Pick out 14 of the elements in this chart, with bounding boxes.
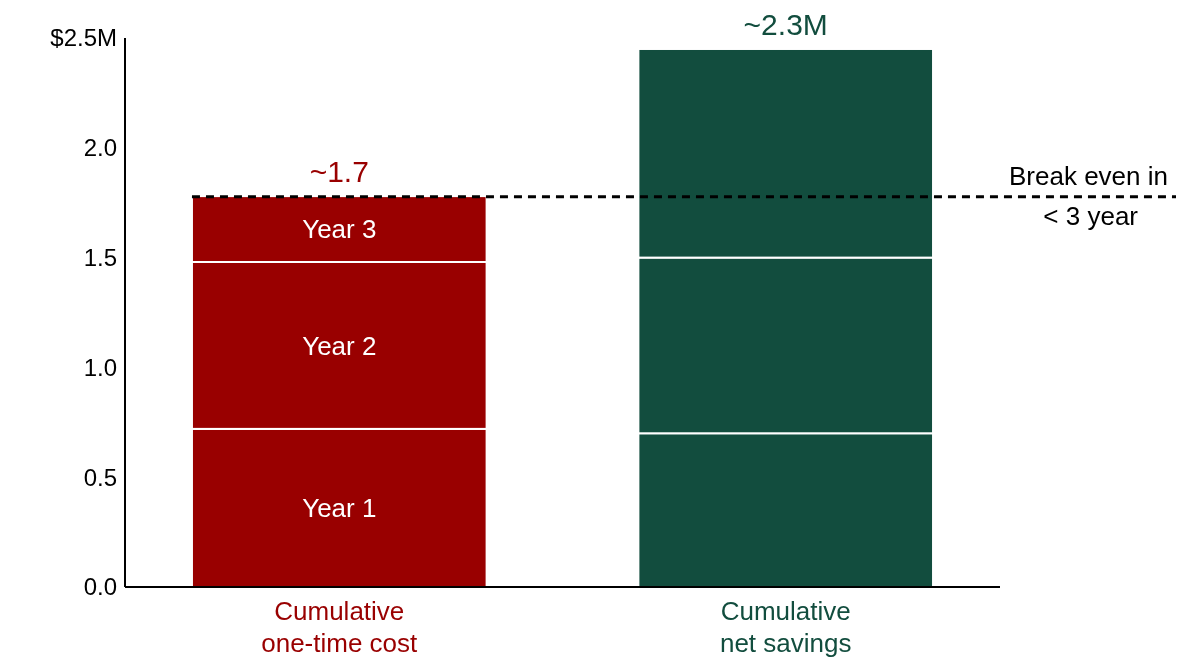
series-label: Year 3 xyxy=(302,214,377,245)
y-tick-label: 0.0 xyxy=(83,573,117,601)
series-label: Year 2 xyxy=(302,330,377,361)
x-tick-label: Cumulative net savings xyxy=(719,596,852,658)
y-tick-label: $2.5M xyxy=(50,24,117,52)
total-label: ~2.3M xyxy=(743,7,828,41)
total-label: ~1.7 xyxy=(309,155,369,189)
ref-line-label: Break even in < 3 year xyxy=(1009,160,1168,231)
y-tick-label: 1.5 xyxy=(83,244,117,271)
x-tick-label: Cumulative one-time cost xyxy=(261,596,419,658)
y-tick-label: 2.0 xyxy=(83,134,117,162)
series-label: Year 1 xyxy=(302,493,377,524)
y-tick-label: 0.5 xyxy=(83,463,117,491)
y-tick-label: 1.0 xyxy=(83,353,117,381)
